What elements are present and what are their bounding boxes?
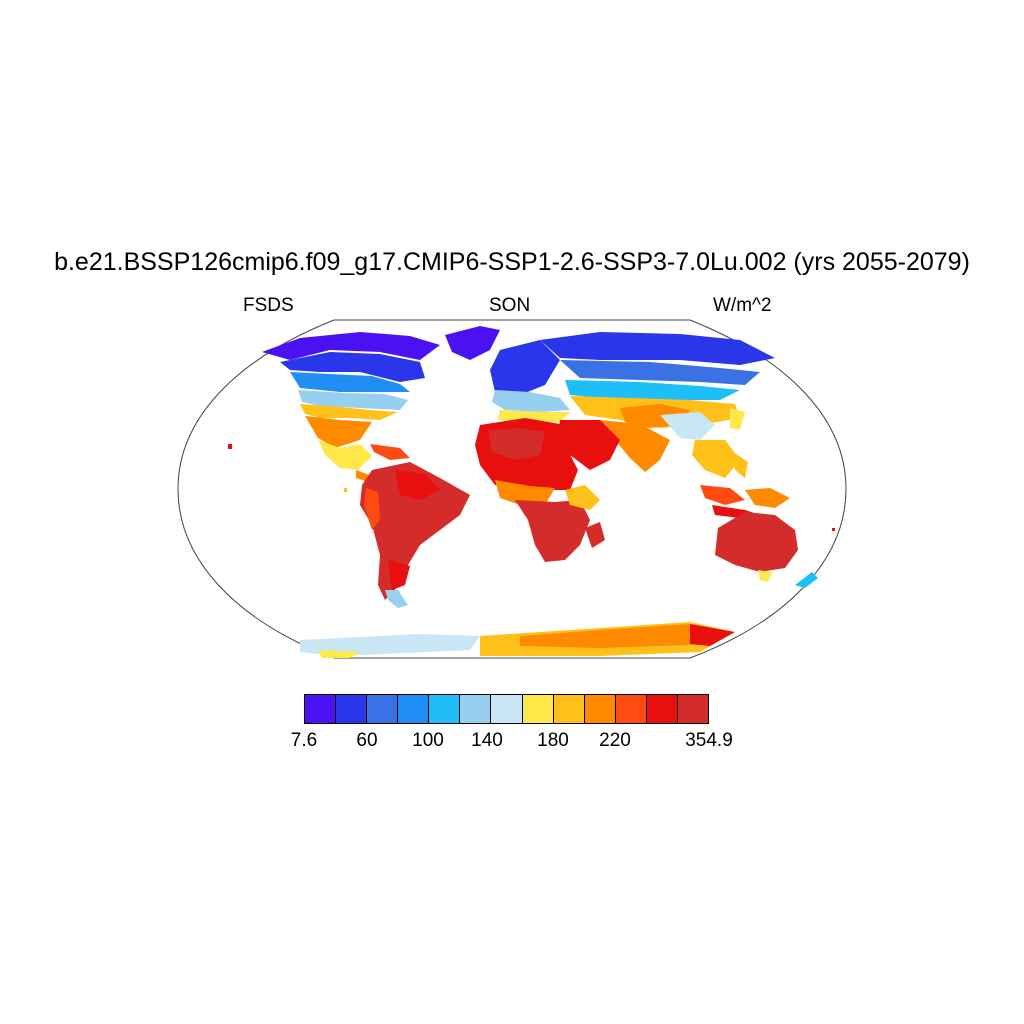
small-island xyxy=(344,488,347,492)
small-island-pacific xyxy=(832,528,835,531)
colorbar-segment xyxy=(646,695,678,723)
units-label: W/m^2 xyxy=(713,295,772,316)
colorbar-segment xyxy=(429,695,461,723)
plot-title: b.e21.BSSP126cmip6.f09_g17.CMIP6-SSP1-2.… xyxy=(54,248,970,276)
australia xyxy=(715,512,798,582)
colorbar-segment xyxy=(553,695,585,723)
africa xyxy=(475,418,605,562)
south-america xyxy=(360,462,470,608)
colorbar-segment xyxy=(522,695,554,723)
colorbar-segment xyxy=(336,695,368,723)
colorbar-segment xyxy=(677,695,709,723)
colorbar-segment xyxy=(398,695,430,723)
colorbar-tick-label: 60 xyxy=(356,730,378,751)
new-zealand xyxy=(795,572,818,588)
north-america xyxy=(262,332,440,482)
colorbar-tick-label: 7.6 xyxy=(290,730,318,751)
colorbar-segment xyxy=(584,695,616,723)
colorbar xyxy=(304,694,709,724)
colorbar-segment xyxy=(305,695,337,723)
colorbar-tick-label: 354.9 xyxy=(685,730,733,751)
antarctica xyxy=(300,622,735,658)
colorbar-segment xyxy=(460,695,492,723)
colorbar-segment xyxy=(491,695,523,723)
colorbar-tick-label: 180 xyxy=(537,730,569,751)
season-label: SON xyxy=(489,295,531,316)
asia xyxy=(540,332,775,478)
colorbar-tick-label: 100 xyxy=(412,730,444,751)
europe xyxy=(490,340,570,422)
colorbar-segment xyxy=(367,695,399,723)
arabia xyxy=(558,420,620,470)
greenland xyxy=(445,326,500,360)
colorbar-tick-label: 220 xyxy=(599,730,631,751)
colorbar-tick-label: 140 xyxy=(471,730,503,751)
hawaii-island xyxy=(228,444,232,449)
colorbar-segment xyxy=(615,695,647,723)
variable-label: FSDS xyxy=(243,295,294,316)
